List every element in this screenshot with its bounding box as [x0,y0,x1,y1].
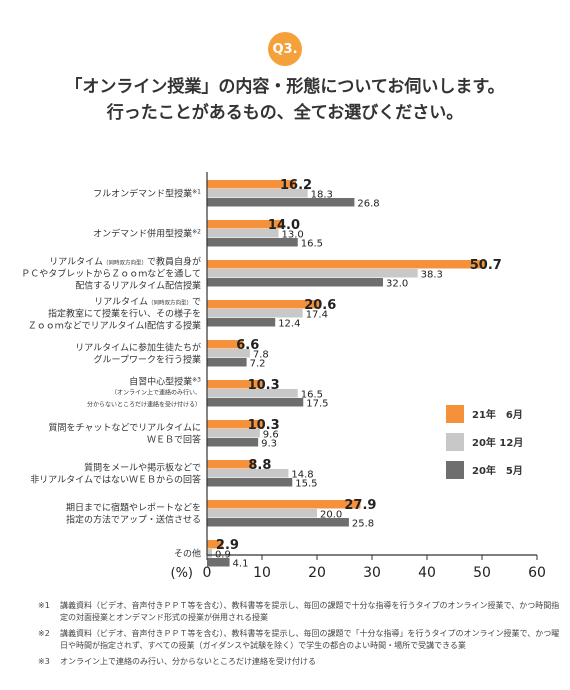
data-label: 12.4 [278,319,300,330]
bar [207,278,383,287]
bar [207,558,230,567]
bar [207,238,298,247]
category-label: 質問をメールや掲示板などで [84,462,201,474]
x-tick-label: 60 [528,565,546,581]
category-label: ＷＥＢで回答 [147,434,201,446]
category-label: 自習中心型授業※3 [129,376,201,388]
data-label: 7.8 [253,350,269,361]
bar [207,198,355,207]
legend-swatch [446,433,464,451]
data-label: 17.4 [306,310,328,321]
legend-swatch [446,405,464,423]
bar [207,229,279,238]
category-label: 指定の方法でアップ・送信させる [66,514,201,526]
category-label: オンデマンド併用型授業※2 [93,228,201,240]
footnote-mark: ※2 [38,629,50,638]
x-tick-label: 50 [473,565,491,581]
category-label: リアルタイム（同時双方向型）で教員自身が [49,256,201,268]
bar [207,260,486,269]
data-label: 32.0 [386,279,408,290]
bar [207,429,260,438]
footnote-text: 講義資料（ビデオ、音声付きＰＰＴ等を含む）、教科書等を提示し、毎回の課題で十分な… [60,601,560,622]
data-label: 9.6 [263,430,279,441]
bar-chart: 16.218.326.8フルオンデマンド型授業※114.013.016.5オンデ… [21,172,546,581]
data-label: 16.5 [301,239,323,250]
bar [207,398,304,407]
category-label: 指定教室にて授業を行い、その様子を [48,308,201,320]
data-label: 9.3 [261,439,277,450]
data-label: 18.3 [311,190,333,201]
data-label: 27.9 [344,498,376,513]
data-label: 15.5 [295,479,317,490]
footnote-mark: ※3 [38,657,50,666]
page-title-line1: 「オンライン授業」の内容・形態についてお伺いします。 [65,77,505,97]
data-label: 13.0 [282,230,304,241]
data-label: 26.8 [357,199,379,210]
data-label: 4.1 [233,559,249,570]
bar [207,469,289,478]
category-label: グループワークを行う授業 [94,354,201,366]
bar [207,478,293,487]
data-label: 20.6 [304,298,336,313]
bar [207,189,308,198]
x-tick-label: 40 [418,565,436,581]
bar [207,358,247,367]
bar [207,318,276,327]
category-label: リアルタイム（同時双方向型）で [94,297,201,308]
category-label: フルオンデマンド型授業※1 [93,188,201,200]
data-label: 17.5 [306,399,328,410]
x-tick-label: 20 [308,565,326,581]
footnote-text: オンライン上で連絡のみ行い、分からないところだけ連絡を受け付ける [60,657,316,666]
x-tick-label: 30 [363,565,381,581]
category-sublabel: 分からないところだけ連絡を受け付ける） [87,401,201,409]
category-label: ＺｏｏｍなどでリアルタイムI配信する授業 [28,320,201,332]
data-label: 2.9 [216,538,239,553]
data-label: 50.7 [470,258,502,273]
category-label: 配信するリアルタイム配信授業 [75,280,201,292]
bar [207,509,317,518]
bar [207,438,259,447]
data-label: 16.5 [301,390,323,401]
bar [207,269,418,278]
bar [207,500,361,509]
bar [207,180,297,189]
bar [207,309,303,318]
footnote-text: 講義資料（ビデオ、音声付きＰＰＴ等を含む）、教科書等を提示し、毎回の課題で「十分… [60,629,560,650]
category-label: その他 [174,548,201,560]
question-badge: Q3. [268,32,302,66]
x-tick-label: 10 [253,565,271,581]
bar [207,349,250,358]
bar [207,340,244,349]
data-label: 7.2 [250,359,266,370]
legend-swatch [446,461,464,479]
x-unit-label: (%) [171,566,194,581]
category-label: ＰＣやタブレットからＺｏｏｍなどを通して [21,268,201,280]
data-label: 14.8 [291,470,313,481]
bar [207,460,256,469]
bar [207,389,298,398]
category-label: 質問をチャットなどでリアルタイムに [49,422,201,434]
legend-label: 21年 6月 [472,408,523,421]
legend-label: 20年 12月 [472,436,523,449]
category-sublabel: （オンライン上で連絡のみ行い、 [111,389,201,397]
page-title-line2: 行ったことがあるもの、全てお選びください。 [106,103,464,123]
category-label: リアルタイムに参加生徒たちが [75,342,201,354]
bar [207,380,264,389]
category-label: 期日までに宿題やレポートなどを [66,502,201,514]
bar [207,300,321,309]
bar [207,518,349,527]
bar [207,420,264,429]
x-tick-label: 0 [203,565,212,581]
legend-label: 20年 5月 [472,464,523,477]
bar [207,540,223,549]
data-label: 38.3 [421,270,443,281]
footnote-mark: ※1 [38,601,50,610]
data-label: 20.0 [320,510,342,521]
category-label: 非リアルタイムではないＷＥＢからの回答 [30,474,201,486]
bar [207,220,284,229]
data-label: 25.8 [352,519,374,530]
bar [207,549,212,558]
